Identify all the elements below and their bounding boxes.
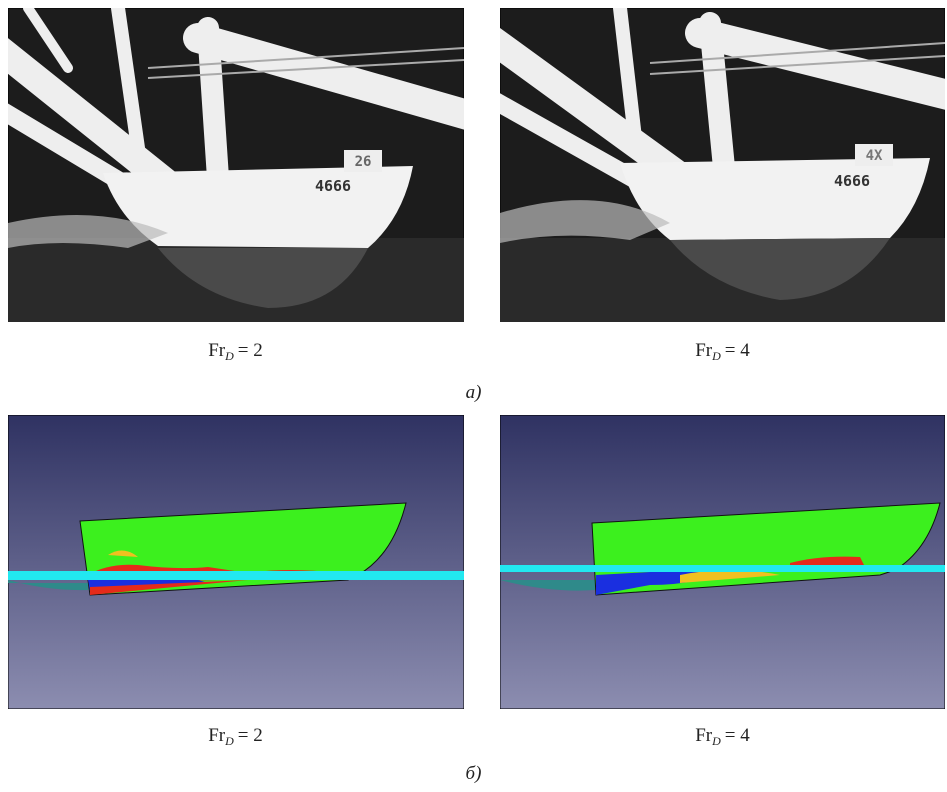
- caption-base: Fr: [208, 725, 225, 746]
- hull-marking: 4666: [315, 177, 351, 195]
- figure-label: б): [0, 763, 947, 785]
- tag: 26: [355, 154, 372, 170]
- tag: 4X: [866, 148, 883, 164]
- caption: FrD = 4: [500, 725, 945, 749]
- caption-base: Fr: [695, 725, 712, 746]
- page: 26 4666 4X 4666 FrD= 2 FrD= 4 а) FrD= 2 …: [0, 0, 947, 792]
- caption-rest: = 4: [725, 340, 750, 361]
- caption: FrD = 4: [500, 340, 945, 364]
- caption-sub: D: [712, 734, 721, 748]
- photo: 4X 4666: [500, 8, 945, 322]
- caption-base: Fr: [695, 340, 712, 361]
- caption: FrD = 2: [8, 725, 463, 749]
- caption-sub: D: [225, 734, 234, 748]
- caption-sub: D: [712, 349, 721, 363]
- caption-rest: = 4: [725, 725, 750, 746]
- photo: 26 4666: [8, 8, 464, 322]
- cfd-image: [8, 415, 464, 709]
- caption-base: Fr: [208, 340, 225, 361]
- figure-label: а): [0, 382, 947, 404]
- caption-rest: = 2: [238, 725, 263, 746]
- caption-rest: = 2: [238, 340, 263, 361]
- hull-marking: 4666: [834, 172, 870, 190]
- cfd-image: [500, 415, 945, 709]
- caption-sub: D: [225, 349, 234, 363]
- caption: FrD = 2: [8, 340, 463, 364]
